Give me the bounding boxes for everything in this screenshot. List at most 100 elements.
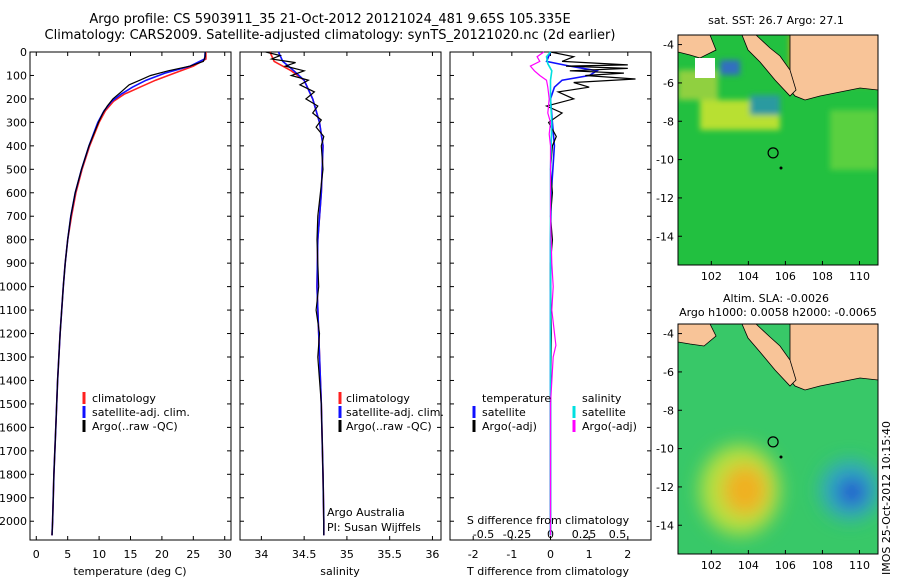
map-y-tick-label: -14 bbox=[656, 230, 674, 243]
map-y-tick-label: -6 bbox=[663, 366, 674, 379]
y-tick-label: 1900 bbox=[0, 492, 27, 505]
y-tick-label: 1700 bbox=[0, 445, 27, 458]
sla-cold-eddy bbox=[838, 478, 866, 506]
temperature-axes bbox=[29, 51, 232, 541]
legend-t-satellite: satellite bbox=[482, 406, 526, 419]
sst-blue-patch bbox=[720, 60, 740, 75]
series-climatology bbox=[51, 52, 207, 536]
x-tick-label: 35.5 bbox=[377, 548, 402, 561]
y-tick-label: 400 bbox=[6, 140, 27, 153]
difference-xlabel: T difference from climatology bbox=[466, 565, 629, 578]
y-tick-label: 1600 bbox=[0, 421, 27, 434]
legend-t-argo: Argo(-adj) bbox=[482, 420, 537, 433]
sst-map: sat. SST: 26.7 Argo: 27.1 102 104 106 108 11… bbox=[656, 14, 879, 283]
top-axis-label: S difference from climatology bbox=[467, 514, 630, 527]
y-tick-label: 300 bbox=[6, 116, 27, 129]
salinity-plot: 34 34.5 35 35.5 36 bbox=[240, 51, 441, 561]
series-satellite-adj-clim- bbox=[277, 51, 325, 536]
series-climatology bbox=[269, 51, 325, 536]
x-tick-label: 20 bbox=[155, 548, 169, 561]
x-tick-label: -1 bbox=[506, 548, 517, 561]
sst-map-axes: 102 104 106 108 110 -4 -6 -8 -10 -12 -14 bbox=[656, 39, 870, 283]
map-x-tick-label: 110 bbox=[849, 559, 870, 572]
legend-argo: Argo(..raw -QC) bbox=[92, 420, 178, 433]
christmas-island bbox=[779, 166, 783, 170]
map-x-tick-label: 102 bbox=[701, 270, 722, 283]
legend-satellite: satellite-adj. clim. bbox=[346, 406, 444, 419]
temperature-legend: climatology satellite-adj. clim. Argo(..… bbox=[82, 392, 190, 433]
chart-title-line1: Argo profile: CS 5903911_35 21-Oct-2012 … bbox=[89, 12, 571, 27]
x-tick-label: 0 bbox=[33, 548, 40, 561]
legend-title-temperature: temperature bbox=[482, 392, 551, 405]
y-tick-label: 1300 bbox=[0, 351, 27, 364]
map-y-tick-label: -8 bbox=[663, 115, 674, 128]
annotation-pi: PI: Susan Wijffels bbox=[327, 521, 421, 534]
legend-climatology: climatology bbox=[92, 392, 156, 405]
map-y-tick-label: -14 bbox=[656, 519, 674, 532]
salinity-xlabel: salinity bbox=[320, 565, 360, 578]
map-x-tick-label: 104 bbox=[738, 270, 759, 283]
y-tick-label: 0 bbox=[20, 46, 27, 59]
salinity-axes bbox=[239, 51, 442, 541]
sumatra-land bbox=[678, 324, 717, 347]
series-s-satellite bbox=[545, 51, 553, 536]
map-y-tick-label: -10 bbox=[656, 443, 674, 456]
map-y-tick-label: -4 bbox=[663, 328, 674, 341]
sunda-land bbox=[741, 324, 797, 387]
map-x-tick-label: 108 bbox=[812, 559, 833, 572]
series-argo-raw-qc- bbox=[265, 51, 325, 536]
top-tick-label: -0.25 bbox=[503, 528, 531, 541]
x-tick-label: 5 bbox=[64, 548, 71, 561]
x-tick-label: 2 bbox=[624, 548, 631, 561]
sst-missing-data bbox=[695, 58, 715, 78]
map-y-tick-label: -12 bbox=[656, 192, 674, 205]
y-tick-label: 1200 bbox=[0, 328, 27, 341]
map-y-tick-label: -8 bbox=[663, 404, 674, 417]
x-tick-label: 34.5 bbox=[292, 548, 317, 561]
y-tick-label: 600 bbox=[6, 187, 27, 200]
series-t-satellite bbox=[545, 51, 600, 536]
map-x-tick-label: 108 bbox=[812, 270, 833, 283]
timestamp: IMOS 25-Oct-2012 10:15:40 bbox=[880, 420, 893, 575]
legend-satellite: satellite-adj. clim. bbox=[92, 406, 190, 419]
map-x-tick-label: 110 bbox=[849, 270, 870, 283]
map-y-tick-label: -6 bbox=[663, 77, 674, 90]
y-tick-label: 1500 bbox=[0, 398, 27, 411]
legend-argo: Argo(..raw -QC) bbox=[346, 420, 432, 433]
argo-position-marker bbox=[767, 436, 779, 448]
temperature-plot: 0100200300400500600700800900100011001200… bbox=[0, 46, 232, 561]
legend-title-salinity: salinity bbox=[582, 392, 622, 405]
y-tick-label: 900 bbox=[6, 257, 27, 270]
sla-title: Altim. SLA: -0.0026 bbox=[723, 292, 829, 305]
top-tick-label: -0.5 bbox=[473, 528, 494, 541]
x-tick-label: 1 bbox=[586, 548, 593, 561]
y-tick-label: 100 bbox=[6, 69, 27, 82]
chart-title-line2: Climatology: CARS2009. Satellite-adjuste… bbox=[44, 28, 616, 43]
x-tick-label: 35 bbox=[340, 548, 354, 561]
series-argo-raw-qc- bbox=[51, 52, 206, 536]
y-tick-label: 500 bbox=[6, 163, 27, 176]
y-tick-label: 200 bbox=[6, 93, 27, 106]
sst-cool-patch bbox=[750, 95, 780, 115]
series-s-argo-adj- bbox=[529, 51, 557, 536]
legend-s-argo: Argo(-adj) bbox=[582, 420, 637, 433]
map-y-tick-label: -12 bbox=[656, 481, 674, 494]
x-tick-label: 30 bbox=[218, 548, 232, 561]
christmas-island bbox=[779, 455, 783, 459]
x-tick-label: 15 bbox=[124, 548, 138, 561]
x-tick-label: 25 bbox=[186, 548, 200, 561]
map-y-tick-label: -4 bbox=[663, 39, 674, 52]
legend-climatology: climatology bbox=[346, 392, 410, 405]
sst-map-title: sat. SST: 26.7 Argo: 27.1 bbox=[708, 14, 844, 27]
y-tick-label: 1400 bbox=[0, 374, 27, 387]
y-tick-label: 1000 bbox=[0, 281, 27, 294]
x-tick-label: 10 bbox=[92, 548, 106, 561]
x-tick-label: 34 bbox=[254, 548, 268, 561]
sla-warm-eddy bbox=[723, 465, 767, 515]
annotation-argo-australia: Argo Australia bbox=[327, 506, 405, 519]
map-x-tick-label: 106 bbox=[775, 270, 796, 283]
x-tick-label: 0 bbox=[547, 548, 554, 561]
sst-map-frame bbox=[677, 34, 879, 266]
map-x-tick-label: 106 bbox=[775, 559, 796, 572]
